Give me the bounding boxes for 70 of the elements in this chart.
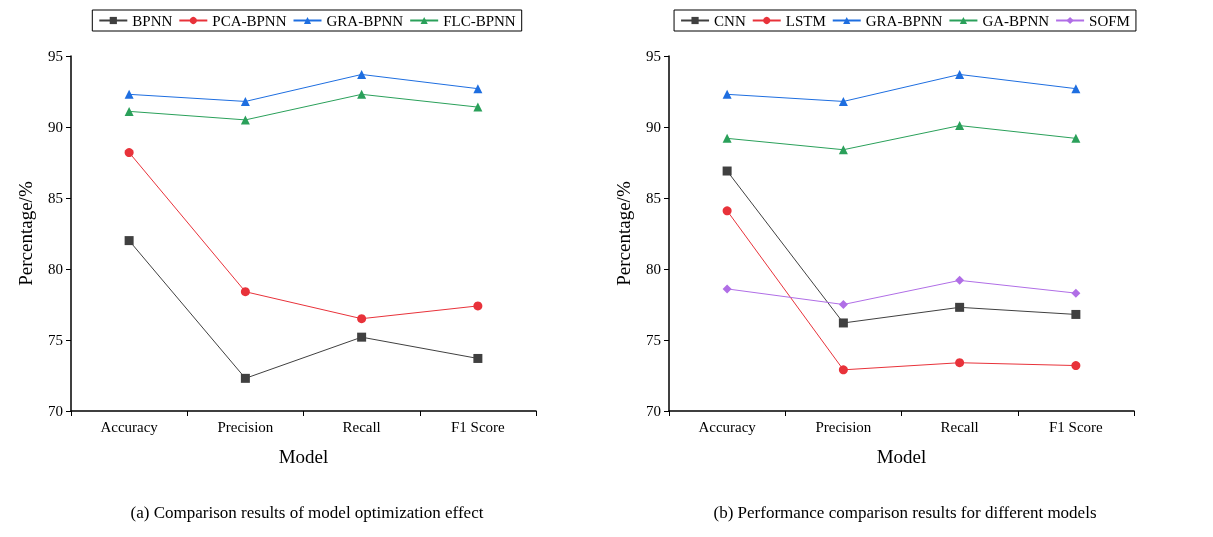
- y-tick-label: 95: [646, 48, 661, 64]
- x-axis-title: Model: [278, 446, 329, 467]
- point: [955, 69, 965, 79]
- point: [124, 106, 134, 116]
- x-axis-title: Model: [876, 446, 927, 467]
- y-tick-label: 80: [48, 261, 63, 277]
- x-tick-label: Accuracy: [100, 418, 159, 435]
- y-tick-label: 95: [48, 48, 63, 64]
- point: [357, 69, 367, 79]
- y-tick-label: 85: [48, 190, 63, 206]
- point: [838, 96, 848, 106]
- x-tick-label: F1 Score: [451, 418, 506, 435]
- point: [1071, 133, 1081, 143]
- point: [955, 121, 965, 131]
- point: [955, 275, 965, 285]
- legend-label: GRA-BPNN: [865, 12, 943, 29]
- point: [722, 133, 732, 143]
- y-tick-label: 70: [646, 403, 661, 419]
- x-tick-label: Recall: [342, 418, 381, 435]
- y-tick-label: 70: [48, 403, 63, 419]
- point: [1071, 288, 1081, 298]
- point: [357, 332, 367, 342]
- point: [838, 300, 848, 309]
- point: [240, 373, 250, 383]
- point: [722, 284, 732, 294]
- point: [722, 206, 732, 216]
- legend-label: PCA-BPNN: [212, 12, 287, 29]
- y-tick-label: 75: [48, 332, 63, 348]
- point: [955, 358, 965, 368]
- y-tick-label: 90: [646, 119, 661, 135]
- x-tick-label: Precision: [815, 418, 872, 435]
- legend-label: GRA-BPNN: [326, 12, 404, 29]
- x-tick-label: F1 Score: [1049, 418, 1104, 435]
- point: [124, 148, 134, 158]
- point: [838, 365, 848, 375]
- legend-label: LSTM: [785, 12, 826, 29]
- point: [473, 353, 483, 363]
- legend-label: BPNN: [132, 12, 173, 29]
- point: [1071, 361, 1081, 371]
- point: [240, 287, 250, 297]
- x-tick-label: Precision: [217, 418, 274, 435]
- x-tick-label: Recall: [940, 418, 979, 435]
- point: [124, 89, 134, 99]
- point: [955, 302, 965, 312]
- point: [838, 145, 848, 155]
- legend-label: CNN: [714, 12, 746, 29]
- point: [838, 318, 848, 328]
- point: [1071, 309, 1081, 319]
- point: [722, 89, 732, 99]
- legend-label: GA-BPNN: [982, 12, 1050, 29]
- point: [124, 236, 134, 246]
- point: [473, 301, 483, 311]
- y-axis-title: Percentage/%: [613, 181, 634, 286]
- y-tick-label: 90: [48, 119, 63, 135]
- y-tick-label: 85: [646, 190, 661, 206]
- y-axis-title: Percentage/%: [15, 181, 36, 286]
- text: (a) Comparison results of model optimization effect: [130, 503, 484, 522]
- point: [357, 89, 367, 99]
- y-tick-label: 80: [646, 261, 661, 277]
- point: [240, 96, 250, 106]
- legend-label: FLC-BPNN: [443, 12, 516, 29]
- y-tick-label: 75: [646, 332, 661, 348]
- point: [473, 102, 483, 112]
- point: [722, 166, 732, 176]
- point: [357, 314, 367, 324]
- point: [1071, 84, 1081, 94]
- text: (b) Performance comparison results for different models: [713, 503, 1097, 522]
- point: [473, 84, 483, 94]
- legend-label: SOFM: [1089, 12, 1130, 29]
- x-tick-label: Accuracy: [698, 418, 757, 435]
